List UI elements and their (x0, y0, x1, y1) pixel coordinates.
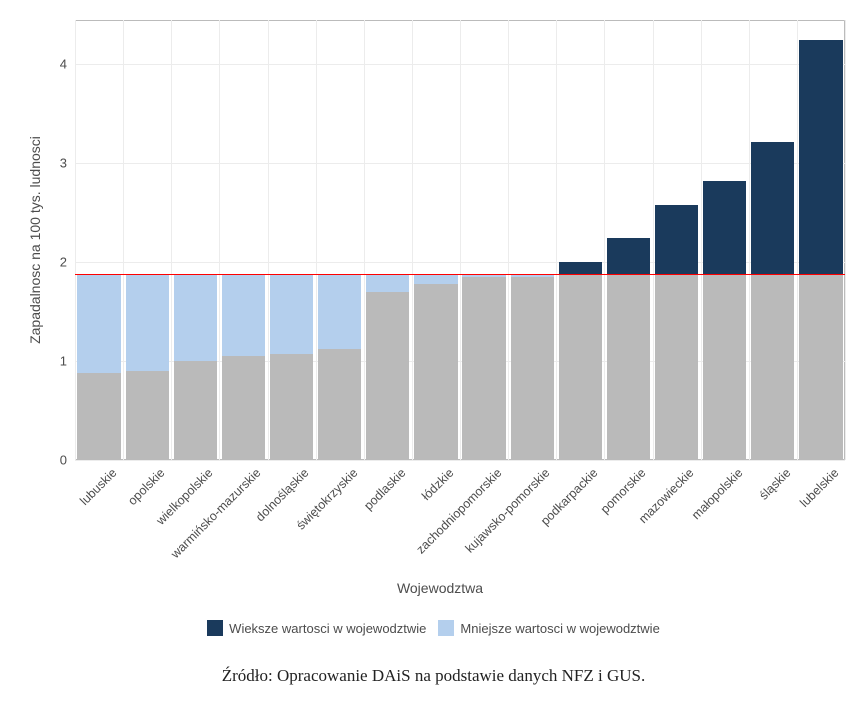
reference-line-line (75, 274, 845, 275)
x-tick-label: lubuskie (71, 460, 119, 508)
y-tick-label: 3 (37, 156, 67, 171)
bar-segment-grey (799, 274, 842, 460)
bar-segment-higher (559, 262, 602, 274)
bar-segment-grey (126, 371, 169, 460)
bar (559, 20, 602, 460)
bar-segment-grey (414, 284, 457, 460)
bar-segment-grey (511, 277, 554, 460)
bar-segment-lower (366, 274, 409, 292)
bar-segment-lower (318, 274, 361, 349)
bar (318, 20, 361, 460)
y-tick-label: 4 (37, 57, 67, 72)
plot-area: Zapadalnosc na 100 tys. ludnosci 01234 l… (75, 20, 845, 460)
bar-segment-lower (174, 274, 217, 361)
bar-segment-lower (270, 274, 313, 354)
bar (607, 20, 650, 460)
legend-swatch (207, 620, 223, 636)
bar (414, 20, 457, 460)
legend-item: Wieksze wartosci w wojewodztwie (207, 620, 426, 636)
y-tick-label: 2 (37, 255, 67, 270)
bar (77, 20, 120, 460)
source-caption: Źródło: Opracowanie DAiS na podstawie da… (0, 666, 867, 686)
bars-layer (75, 20, 845, 460)
bar (799, 20, 842, 460)
bar-segment-grey (751, 274, 794, 460)
bar (222, 20, 265, 460)
bar (511, 20, 554, 460)
bar-segment-grey (607, 274, 650, 460)
bar-segment-higher (751, 142, 794, 275)
bar-segment-higher (799, 40, 842, 274)
bar-segment-grey (366, 292, 409, 460)
x-tick-label: małopolskie (683, 460, 745, 522)
bar (174, 20, 217, 460)
bar (270, 20, 313, 460)
bar-segment-grey (270, 354, 313, 460)
bar-segment-grey (655, 274, 698, 460)
bar-segment-higher (703, 181, 746, 274)
bar-segment-grey (703, 274, 746, 460)
x-tick-label: podlaskie (355, 460, 408, 513)
chart-container: Zapadalnosc na 100 tys. ludnosci 01234 l… (0, 0, 867, 701)
x-axis-title: Wojewodztwa (55, 580, 825, 596)
bar-segment-higher (655, 205, 698, 274)
bar (703, 20, 746, 460)
legend-item: Mniejsze wartosci w wojewodztwie (438, 620, 659, 636)
bar (655, 20, 698, 460)
bar-segment-grey (462, 277, 505, 460)
y-tick-label: 1 (37, 354, 67, 369)
gridline-v (845, 20, 846, 460)
x-tick-label: lubelskie (791, 460, 841, 510)
bar-segment-grey (318, 349, 361, 460)
x-tick-label: śląskie (751, 460, 794, 503)
bar (366, 20, 409, 460)
bar-segment-grey (222, 356, 265, 460)
bar-segment-lower (77, 274, 120, 373)
bar-segment-higher (607, 238, 650, 275)
bar (462, 20, 505, 460)
bar-segment-grey (77, 373, 120, 460)
bar (751, 20, 794, 460)
bar (126, 20, 169, 460)
bar-segment-lower (126, 274, 169, 371)
legend-swatch (438, 620, 454, 636)
y-tick-label: 0 (37, 453, 67, 468)
bar-segment-lower (414, 274, 457, 284)
legend: Wieksze wartosci w wojewodztwie Mniejsze … (0, 620, 867, 641)
x-tick-label: łódzkie (413, 460, 456, 503)
bar-segment-grey (559, 274, 602, 460)
bar-segment-grey (174, 361, 217, 460)
legend-label: Wieksze wartosci w wojewodztwie (229, 621, 426, 636)
legend-label: Mniejsze wartosci w wojewodztwie (460, 621, 659, 636)
bar-segment-lower (222, 274, 265, 356)
